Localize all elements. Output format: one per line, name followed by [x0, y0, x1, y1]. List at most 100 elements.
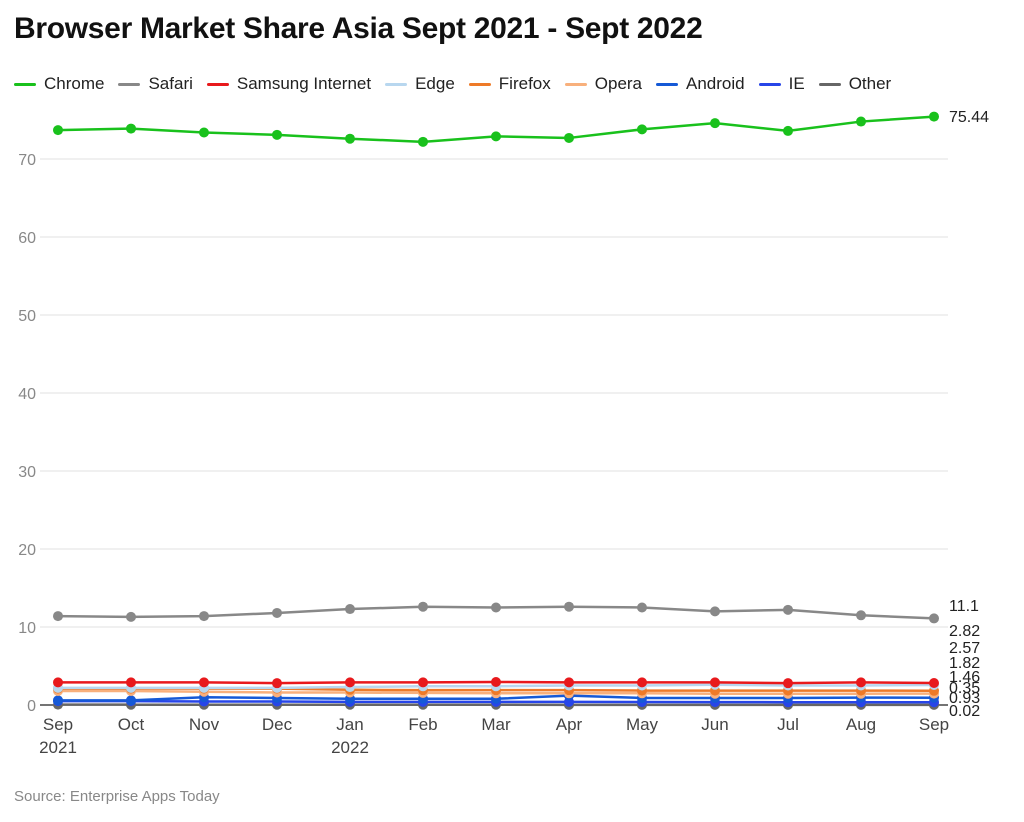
data-point [345, 604, 355, 615]
legend-label: Chrome [44, 74, 105, 93]
y-tick-label: 10 [18, 620, 36, 637]
data-point [53, 695, 63, 706]
source-note: Source: Enterprise Apps Today [14, 788, 220, 805]
data-point [345, 677, 355, 688]
legend-label: Opera [594, 74, 643, 93]
data-point [637, 677, 647, 688]
data-point [126, 695, 136, 706]
x-tick-label: Jun [701, 715, 728, 734]
data-point [929, 678, 939, 689]
legend-item-opera: Opera [564, 74, 643, 94]
data-point [272, 678, 282, 689]
legend-item-other: Other [818, 74, 892, 94]
legend-label: IE [788, 74, 805, 93]
x-tick-label: Nov [189, 715, 220, 734]
data-point [564, 677, 574, 688]
end-label-chrome: 75.44 [949, 109, 989, 126]
end-label-other: 0.02 [949, 703, 980, 720]
legend-item-ie: IE [758, 74, 805, 94]
legend-label: Android [686, 74, 745, 93]
line-chart: 0 10 20 30 40 50 60 70 Sep 2021 Oct Nov Dec Jan 2022 F… [18, 109, 989, 757]
legend: Chrome Safari Samsung Internet Edge Firefox O… [14, 72, 905, 96]
legend-item-edge: Edge [385, 74, 455, 94]
series-safari [53, 601, 939, 624]
legend-item-chrome: Chrome [14, 74, 104, 94]
data-point [710, 606, 720, 617]
data-point [53, 611, 63, 622]
legend-swatch [385, 82, 408, 86]
data-point [856, 116, 866, 127]
x-tick-label: Mar [481, 715, 511, 734]
end-label-safari: 11.1 [949, 598, 979, 615]
data-point [491, 602, 501, 613]
legend-swatch [758, 82, 781, 86]
y-axis-ticks: 0 10 20 30 40 50 60 70 [18, 152, 36, 715]
y-tick-label: 40 [18, 386, 36, 403]
legend-item-android: Android [656, 74, 745, 94]
legend-item-samsung-internet: Samsung Internet [206, 74, 372, 94]
data-point [126, 123, 136, 134]
legend-swatch [14, 82, 36, 86]
data-point [345, 133, 355, 144]
data-point [491, 676, 501, 687]
data-point [199, 611, 209, 622]
end-labels: 75.44 11.1 2.822.571.821.46 0.930.35 0.02 [949, 109, 989, 720]
series-samsung-internet [53, 676, 939, 689]
legend-swatch [564, 82, 587, 86]
end-label-ie: 0.35 [949, 680, 980, 697]
y-tick-label: 50 [18, 308, 36, 325]
x-tick-label: Jan [336, 715, 363, 734]
data-point [710, 677, 720, 688]
data-point [418, 677, 428, 688]
x-tick-label: Jul [777, 715, 799, 734]
x-tick-label: Apr [556, 715, 583, 734]
data-point [710, 118, 720, 129]
legend-swatch [468, 82, 491, 86]
legend-label: Edge [415, 74, 455, 93]
x-axis-ticks: Sep 2021 Oct Nov Dec Jan 2022 Feb Mar Apr May Jun Ju… [39, 715, 949, 757]
x-tick-label: Oct [118, 715, 145, 734]
end-label-edge: 2.57 [949, 640, 980, 657]
end-label-firefox: 1.82 [949, 655, 980, 672]
end-label-opera: 1.46 [949, 669, 980, 686]
legend-label: Safari [148, 74, 193, 93]
data-point [418, 601, 428, 612]
series-chrome [53, 111, 939, 147]
legend-label: Other [848, 74, 892, 93]
end-label-android: 0.93 [949, 690, 980, 707]
gridlines [40, 158, 948, 706]
data-point [783, 125, 793, 136]
x-tick-label: May [626, 715, 659, 734]
data-point [272, 607, 282, 618]
chart-title: Browser Market Share Asia Sept 2021 - Se… [14, 12, 703, 45]
data-point [783, 678, 793, 689]
y-tick-label: 60 [18, 230, 36, 247]
legend-swatch [118, 82, 141, 86]
data-point [564, 601, 574, 612]
data-point [491, 131, 501, 142]
data-point [272, 129, 282, 140]
data-point [199, 127, 209, 138]
x-tick-label: Dec [262, 715, 293, 734]
y-tick-label: 0 [27, 698, 36, 715]
data-point [637, 602, 647, 613]
data-point [929, 613, 939, 624]
data-point [418, 136, 428, 147]
data-point [856, 610, 866, 621]
legend-label: Samsung Internet [236, 74, 372, 93]
legend-item-safari: Safari [118, 74, 193, 94]
y-tick-label: 70 [18, 152, 36, 169]
data-point [199, 677, 209, 688]
data-point [126, 677, 136, 688]
legend-label: Firefox [498, 74, 551, 93]
x-tick-label: 2022 [331, 738, 369, 757]
legend-swatch [656, 82, 679, 86]
end-label-samsung-internet: 2.82 [949, 623, 980, 640]
data-point [564, 132, 574, 143]
legend-swatch [206, 82, 229, 86]
data-point [783, 604, 793, 615]
y-tick-label: 20 [18, 542, 36, 559]
data-point [637, 124, 647, 135]
data-point [856, 677, 866, 688]
data-point [126, 611, 136, 622]
